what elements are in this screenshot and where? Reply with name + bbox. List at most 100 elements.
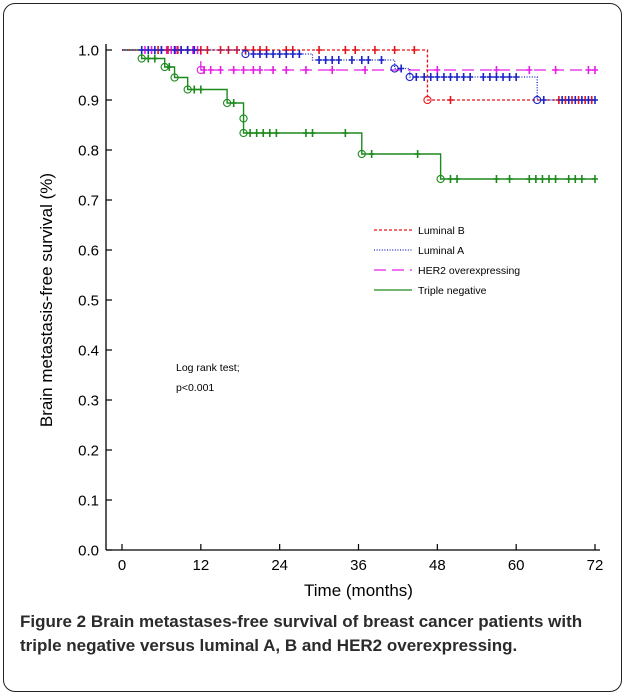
censor-mark xyxy=(467,73,474,81)
x-tick-label: 12 xyxy=(192,557,209,574)
censor-mark xyxy=(316,46,323,54)
censor-mark xyxy=(302,129,309,137)
censor-mark xyxy=(552,66,559,74)
censor-mark xyxy=(413,73,420,81)
censor-mark xyxy=(270,66,277,74)
censor-mark xyxy=(552,175,559,183)
event-marker xyxy=(357,149,366,159)
censor-mark xyxy=(578,96,585,104)
censor-mark xyxy=(335,56,342,64)
censor-mark xyxy=(572,175,579,183)
censor-mark xyxy=(447,96,454,104)
figure-caption: Figure 2 Brain metastases-free survival … xyxy=(20,610,610,658)
censor-mark xyxy=(513,73,520,81)
censor-mark xyxy=(447,73,454,81)
censor-mark xyxy=(289,50,296,58)
censor-mark xyxy=(532,175,539,183)
legend-label: Triple negative xyxy=(418,285,487,297)
censor-mark xyxy=(273,129,280,137)
event-marker xyxy=(222,98,232,108)
censor-mark xyxy=(197,85,204,94)
event-marker xyxy=(405,72,414,82)
legend-label: HER2 overexpressing xyxy=(418,265,520,277)
censor-mark xyxy=(276,50,283,58)
censor-mark xyxy=(166,63,173,71)
censor-mark xyxy=(342,46,349,54)
y-tick-label: 0.7 xyxy=(78,193,99,210)
figure-caption-text: Brain metastases-free survival of breast… xyxy=(20,612,583,655)
censor-mark xyxy=(191,46,198,54)
censor-mark xyxy=(145,46,152,54)
legend-label: Luminal A xyxy=(418,245,464,257)
censor-mark xyxy=(398,64,405,73)
event-marker xyxy=(436,174,445,184)
censor-mark xyxy=(378,56,385,64)
censor-mark xyxy=(572,96,579,104)
survival-chart: 0.0 0.1 0.2 0.3 0.4 0.5 0.6 0.7 0.8 0.9 1.0 0 12 24 36… xyxy=(37,43,604,601)
y-axis-title: Brain metastasis-free survival (%) xyxy=(37,173,56,427)
censor-mark xyxy=(493,175,500,183)
censor-mark xyxy=(526,175,533,183)
event-marker xyxy=(241,49,250,59)
y-tick-label: 0.0 xyxy=(78,543,99,560)
censor-mark xyxy=(454,175,461,183)
censor-mark xyxy=(565,175,572,183)
censor-mark xyxy=(151,54,158,63)
censor-mark xyxy=(240,66,247,74)
event-marker xyxy=(160,62,169,72)
censor-mark xyxy=(486,73,493,81)
censor-mark xyxy=(565,96,572,104)
censor-mark xyxy=(178,46,185,54)
y-tick-label: 0.2 xyxy=(78,443,99,460)
censor-mark xyxy=(368,150,375,158)
censor-mark xyxy=(138,46,145,54)
y-tick-label: 0.1 xyxy=(78,493,99,510)
censor-mark xyxy=(546,175,553,183)
censor-mark xyxy=(151,46,158,54)
censor-mark xyxy=(171,46,178,54)
y-tick-label: 1.0 xyxy=(78,43,99,60)
censor-mark xyxy=(440,73,447,81)
censor-mark xyxy=(207,66,214,74)
x-tick-label: 36 xyxy=(350,557,367,574)
censor-mark xyxy=(256,50,263,58)
x-axis-title: Time (months) xyxy=(304,581,413,600)
censor-mark xyxy=(414,150,421,158)
censor-mark xyxy=(302,66,309,74)
x-tick-label: 0 xyxy=(118,557,126,574)
censor-mark xyxy=(270,50,277,58)
censor-mark xyxy=(250,50,257,58)
censor-mark xyxy=(592,66,598,74)
censor-mark xyxy=(500,73,507,81)
series-line xyxy=(122,49,595,101)
censor-mark xyxy=(256,66,263,74)
y-tick-label: 0.4 xyxy=(78,343,99,360)
x-tick-label: 24 xyxy=(271,557,288,574)
censor-mark xyxy=(434,66,441,74)
figure-caption-label: Figure 2 xyxy=(20,612,87,631)
censor-mark xyxy=(526,66,533,74)
censor-mark xyxy=(145,54,152,63)
censor-mark xyxy=(480,73,487,81)
event-marker xyxy=(183,85,192,94)
censor-mark xyxy=(266,129,273,137)
censor-mark xyxy=(230,66,237,74)
censor-mark xyxy=(585,66,592,74)
censor-mark xyxy=(358,56,365,64)
censor-mark xyxy=(506,73,513,81)
censor-mark xyxy=(362,66,369,74)
censor-mark xyxy=(371,46,378,54)
x-tick-label: 72 xyxy=(587,557,604,574)
censor-mark xyxy=(283,66,290,74)
censor-mark xyxy=(506,175,513,183)
censor-mark xyxy=(348,56,355,64)
censor-mark xyxy=(309,129,316,137)
censor-mark xyxy=(434,73,441,81)
annotation-text: Log rank test; xyxy=(176,362,240,374)
y-tick-label: 0.8 xyxy=(78,143,99,160)
censor-mark xyxy=(342,129,349,137)
censor-mark xyxy=(164,46,171,54)
censor-mark xyxy=(283,50,290,58)
censor-mark xyxy=(352,46,359,54)
event-marker xyxy=(390,64,399,73)
